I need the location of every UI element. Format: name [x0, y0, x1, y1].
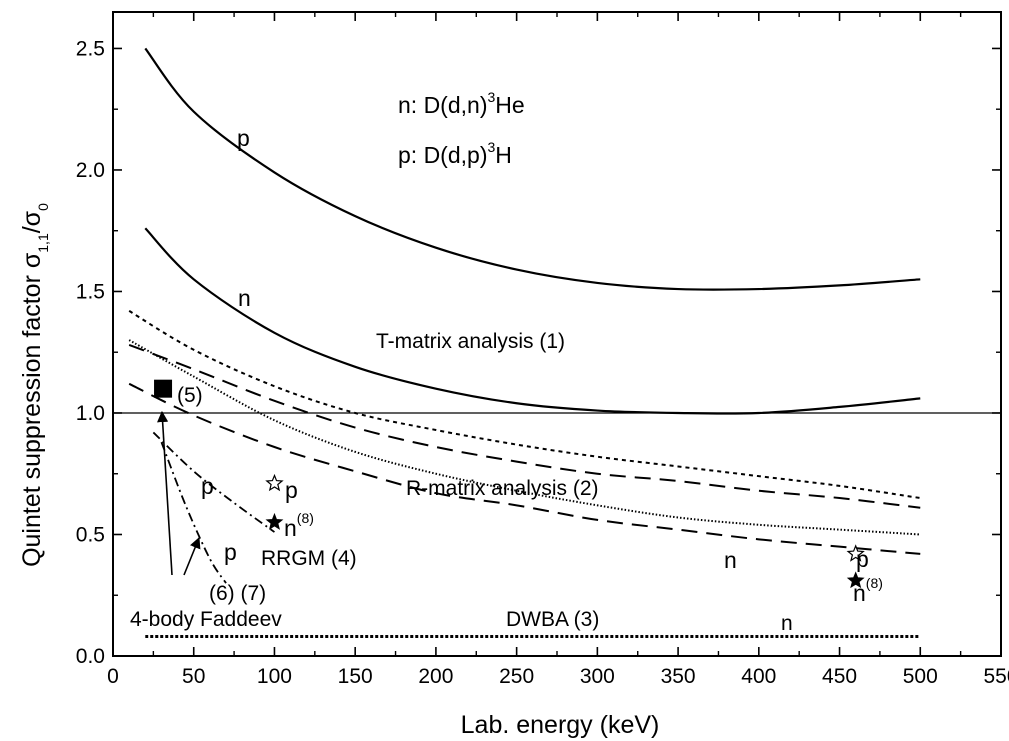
- x-tick-label: 50: [182, 665, 205, 688]
- faddeev-label: 4-body Faddeev: [130, 608, 282, 631]
- series-rmatrix-n1: [128, 344, 921, 509]
- series-rmatrix-p: [128, 310, 921, 500]
- tmatrix-label: T-matrix analysis (1): [376, 330, 565, 353]
- point-n-460-label: n(8): [853, 575, 883, 606]
- x-tick-label: 550: [983, 665, 1009, 688]
- x-tick-label: 300: [580, 665, 615, 688]
- series-tmatrix-p: [144, 47, 921, 291]
- y-tick-label: 0.5: [76, 523, 105, 546]
- tmatrix-p-label: p: [237, 125, 250, 151]
- x-tick-label: 450: [822, 665, 857, 688]
- y-axis-title: Quintet suppression factor σ1,1/σ0: [18, 203, 51, 567]
- x-tick-label: 200: [418, 665, 453, 688]
- series-tmatrix-n: [144, 227, 921, 415]
- tmatrix-n-label: n: [238, 285, 251, 311]
- x-axis-title: Lab. energy (keV): [461, 711, 660, 739]
- rmatrix-n-label: n: [724, 547, 737, 573]
- marker-filled-star: [265, 512, 284, 530]
- refs-6-7-label: (6) (7): [209, 582, 266, 605]
- point-p-460-label: p: [856, 546, 869, 572]
- arrow-to-faddeev: [183, 536, 201, 576]
- markers-layer: [154, 379, 865, 589]
- faddeev-p-label: p: [224, 539, 237, 565]
- x-tick-label: 100: [257, 665, 292, 688]
- series-faddeev-p: [160, 441, 227, 584]
- series-rmatrix-n2: [128, 382, 921, 555]
- rrgm-p-label: p: [201, 473, 214, 499]
- y-tick-label: 2.5: [76, 37, 105, 60]
- point-5-label: (5): [177, 384, 203, 407]
- annotations-layer: n: D(d,n)3He p: D(d,p)3H p n T-matrix an…: [18, 89, 883, 739]
- marker-open-star: [846, 544, 865, 562]
- x-tick-label: 500: [903, 665, 938, 688]
- marker-open-star: [265, 473, 284, 492]
- x-tick-label: 400: [741, 665, 776, 688]
- axes-layer: 0 50 100 150 200 250 300 350 400 450 500 550 0.0 0.5 1…: [76, 11, 1009, 688]
- rmatrix-label: R-matrix analysis (2): [406, 477, 599, 500]
- point-n-100-label: n(8): [284, 510, 314, 541]
- dwba-label: DWBA (3): [506, 608, 599, 631]
- curves-layer: [113, 47, 1001, 639]
- x-tick-label: 0: [107, 665, 119, 688]
- legend-p-line: p: D(d,p)3H: [398, 139, 512, 168]
- marker-square: [154, 379, 173, 398]
- point-p-100-label: p: [285, 477, 298, 503]
- dwba-n-label: n: [781, 612, 793, 635]
- x-tick-label: 350: [661, 665, 696, 688]
- x-tick-label: 250: [499, 665, 534, 688]
- series-rrgm-p: [152, 431, 275, 533]
- y-tick-label: 1.0: [76, 402, 105, 425]
- y-tick-label: 2.0: [76, 159, 105, 182]
- arrow-to-point-5: [157, 410, 173, 576]
- marker-filled-star: [846, 571, 865, 589]
- y-tick-label: 1.5: [76, 280, 105, 303]
- x-tick-label: 150: [338, 665, 373, 688]
- legend-n-line: n: D(d,n)3He: [398, 89, 525, 118]
- rrgm-label: RRGM (4): [261, 547, 357, 570]
- y-tick-label: 0.0: [76, 645, 105, 668]
